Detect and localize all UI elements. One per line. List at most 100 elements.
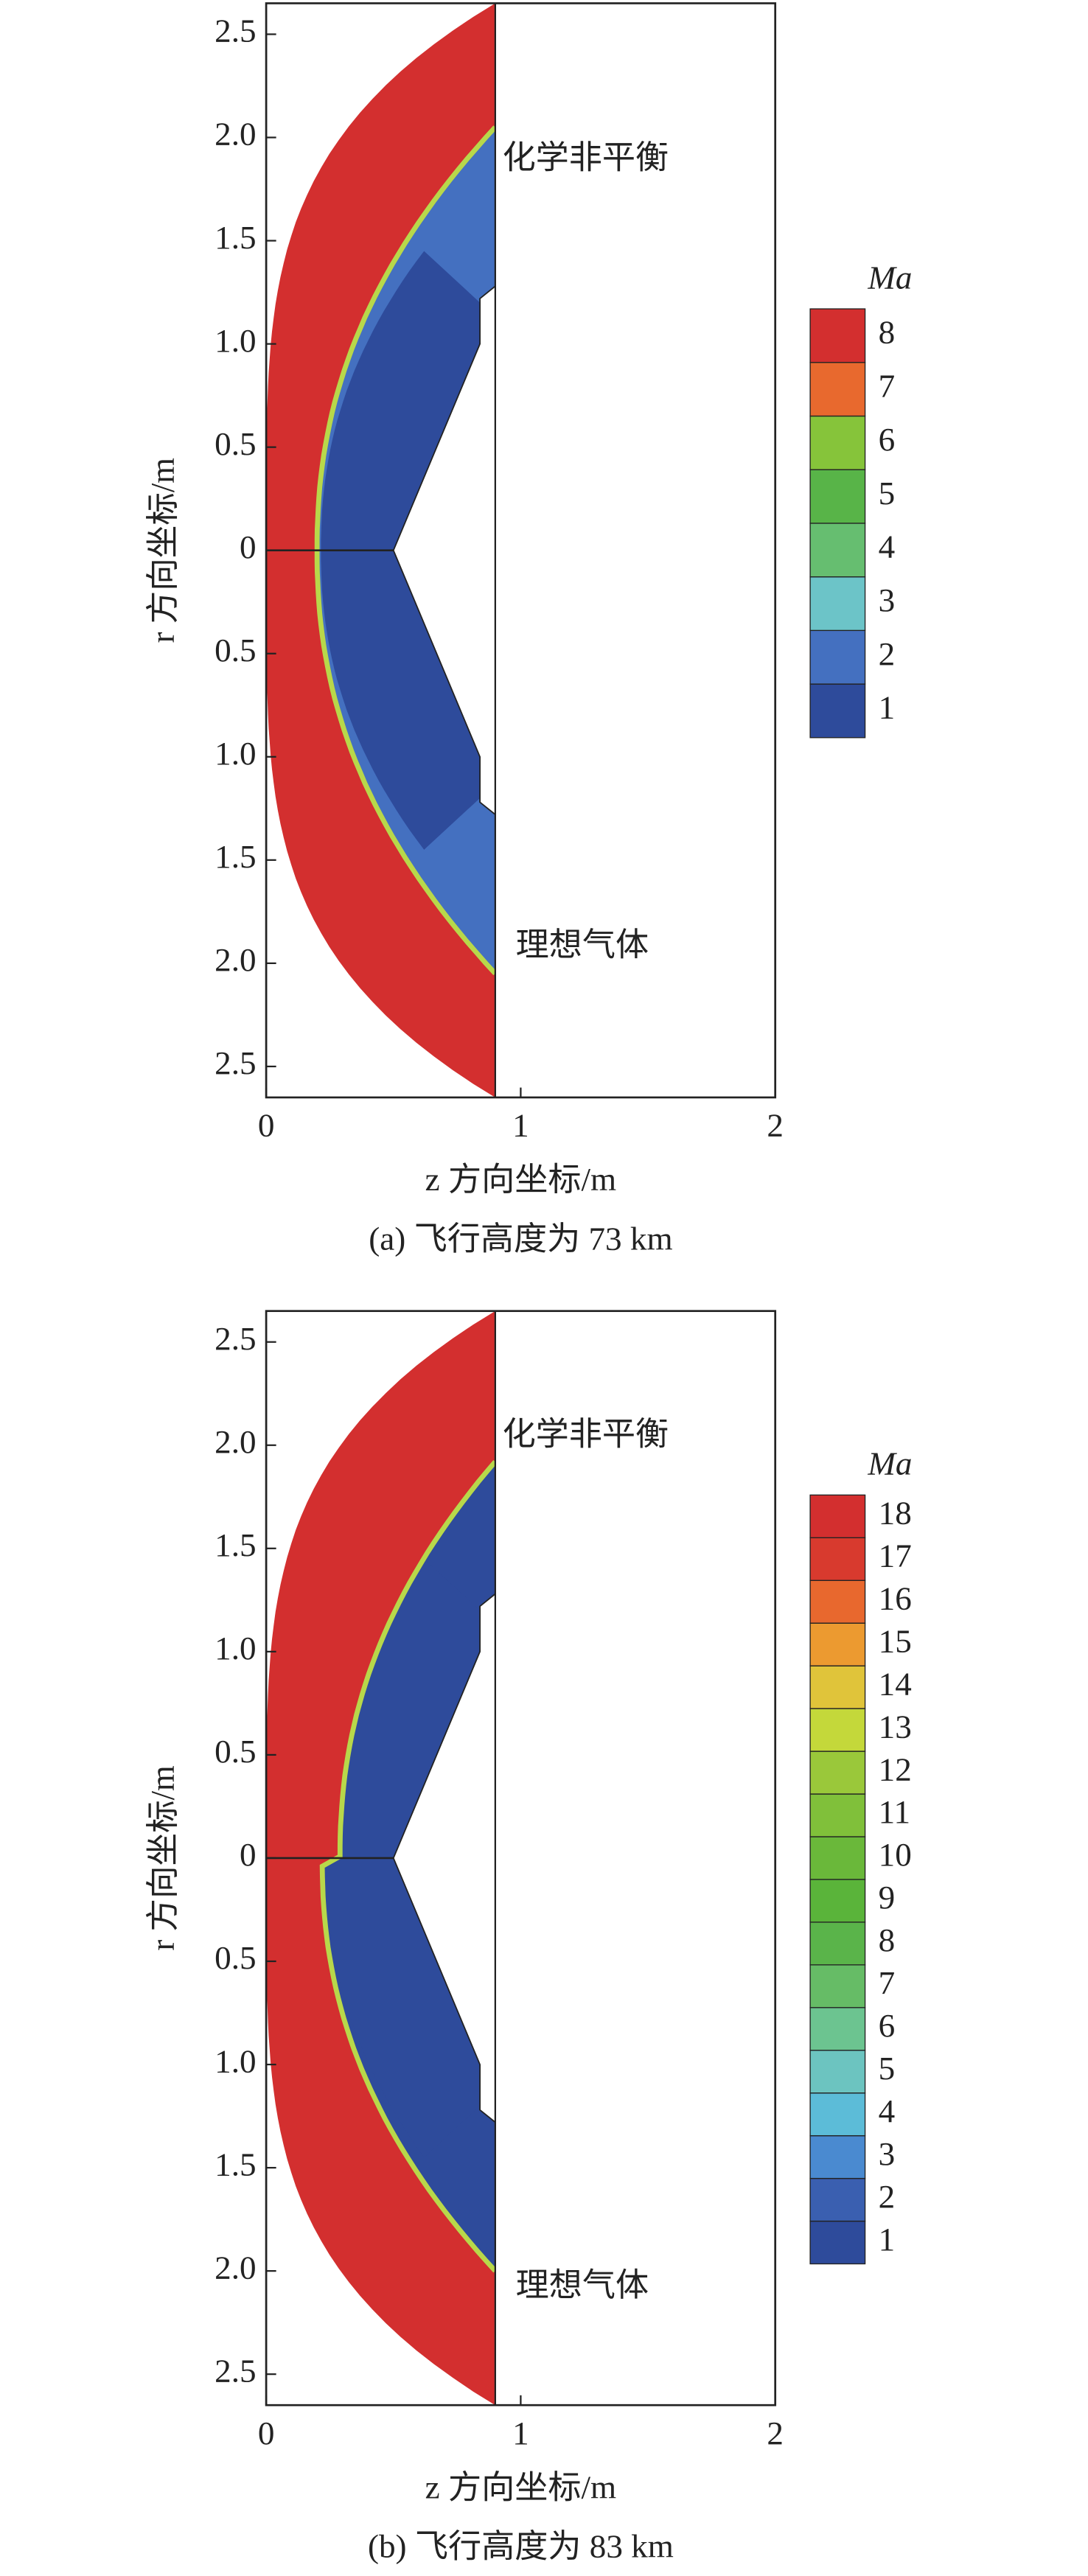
x-tick-label: 0: [258, 2415, 275, 2451]
colorbar-label: 9: [879, 1879, 896, 1916]
colorbar-swatch: [809, 1879, 866, 1923]
y-tick-label: 1.5: [215, 219, 256, 256]
colorbar-swatch: [809, 576, 866, 632]
y-tick-label: 1.5: [215, 1526, 256, 1563]
colorbar-label: 4: [879, 528, 896, 565]
body-right: [495, 3, 775, 1097]
y-tick-label: 1.5: [215, 2146, 256, 2183]
x-axis-label: z 方向坐标/m: [425, 1161, 617, 1198]
colorbar-label: 16: [879, 1580, 912, 1617]
colorbar-label: 11: [879, 1793, 910, 1830]
x-tick-label: 1: [512, 1107, 529, 1144]
y-tick-label: 0.5: [215, 632, 256, 669]
y-tick-label: 2.0: [215, 116, 256, 153]
y-axis-label: r 方向坐标/m: [144, 1765, 181, 1950]
y-axis-label: r 方向坐标/m: [144, 458, 181, 643]
colorbar-swatch: [809, 469, 866, 524]
panel-title: (a) 飞行高度为 73 km: [369, 1221, 672, 1257]
colorbar-label: 13: [879, 1708, 912, 1745]
colorbar-label: 6: [879, 421, 896, 458]
colorbar-label: 5: [879, 475, 896, 512]
annotation: 化学非平衡: [503, 139, 669, 176]
x-tick-label: 2: [767, 1107, 784, 1144]
colorbar-swatch: [809, 523, 866, 578]
field: [266, 3, 775, 1097]
colorbar-label: 15: [879, 1623, 912, 1660]
colorbar-swatch: [809, 2135, 866, 2179]
colorbar-swatch: [809, 2050, 866, 2094]
colorbar-label: 10: [879, 1836, 912, 1873]
colorbar-swatch: [809, 1751, 866, 1795]
colorbar-label: 12: [879, 1751, 912, 1788]
y-tick-label: 2.5: [215, 13, 256, 49]
colorbar-title: Ma: [867, 1445, 912, 1482]
colorbar-swatch: [809, 308, 866, 363]
colorbar-swatch: [809, 1964, 866, 2008]
annotation: 理想气体: [516, 2266, 649, 2303]
colorbar-swatch: [809, 2092, 866, 2137]
body-right: [495, 1310, 775, 2406]
colorbar-label: 18: [879, 1495, 912, 1532]
y-tick-label: 0.5: [215, 1939, 256, 1976]
colorbar-label: 1: [879, 2221, 896, 2258]
colorbar-swatch: [809, 362, 866, 417]
x-tick-label: 0: [258, 1107, 275, 1144]
panel: 0 1 2 2.5 2.0 1.5 1.0 0.5 0 0.5 1.0 1.5 2.0 2.5 z 方向坐标…: [144, 2, 913, 1257]
panel-title: (b) 飞行高度为 83 km: [368, 2528, 674, 2565]
colorbar-swatch: [809, 1836, 866, 1880]
y-tick-label: 0: [240, 1836, 257, 1873]
colorbar-swatch: [809, 2177, 866, 2222]
colorbar-swatch: [809, 1580, 866, 1624]
y-tick-label: 0: [240, 528, 257, 565]
colorbar-swatch: [809, 1537, 866, 1581]
colorbar-label: 3: [879, 582, 896, 618]
colorbar-label: 6: [879, 2007, 896, 2044]
colorbar-label: 5: [879, 2050, 896, 2087]
y-tick-label: 2.5: [215, 1044, 256, 1081]
x-axis-label: z 方向坐标/m: [425, 2469, 617, 2506]
colorbar-swatch: [809, 2007, 866, 2051]
y-tick-label: 2.0: [215, 941, 256, 978]
colorbar-swatch: [809, 1665, 866, 1709]
colorbar-label: 17: [879, 1537, 912, 1574]
colorbar-swatch: [809, 629, 866, 685]
shock-line: [319, 1459, 498, 2273]
y-tick-label: 0.5: [215, 425, 256, 462]
annotation: 化学非平衡: [503, 1416, 669, 1453]
x-tick-label: 2: [767, 2415, 784, 2451]
colorbar-title: Ma: [867, 259, 912, 296]
y-tick-label: 2.5: [215, 1320, 256, 1357]
colorbar-label: 1: [879, 689, 896, 726]
y-tick-label: 1.0: [215, 735, 256, 772]
colorbar-label: 2: [879, 2178, 896, 2215]
y-tick-label: 2.5: [215, 2353, 256, 2390]
colorbar-label: 8: [879, 1921, 896, 1958]
colorbar-label: 7: [879, 368, 896, 405]
colorbar-label: 4: [879, 2092, 896, 2129]
colorbar-swatch: [809, 1622, 866, 1666]
colorbar-swatch: [809, 415, 866, 470]
colorbar-swatch: [809, 1793, 866, 1837]
x-tick-label: 1: [512, 2415, 529, 2451]
colorbar-swatch: [809, 1921, 866, 1966]
field: [266, 1310, 775, 2406]
y-tick-label: 2.0: [215, 1423, 256, 1460]
colorbar-label: 14: [879, 1666, 912, 1703]
y-tick-label: 2.0: [215, 2249, 256, 2286]
colorbar-swatch: [809, 683, 866, 739]
colorbar-label: 3: [879, 2135, 896, 2172]
annotation: 理想气体: [516, 926, 649, 963]
y-tick-label: 1.5: [215, 838, 256, 875]
y-tick-label: 1.0: [215, 2043, 256, 2080]
colorbar-label: 2: [879, 635, 896, 672]
colorbar-swatch: [809, 2220, 866, 2265]
colorbar-swatch: [809, 1708, 866, 1752]
y-tick-label: 1.0: [215, 322, 256, 359]
y-tick-label: 1.0: [215, 1630, 256, 1666]
colorbar-label: 8: [879, 314, 896, 351]
y-tick-label: 0.5: [215, 1733, 256, 1770]
panel: 0 1 22.52.01.51.00.500.51.01.52.02.5z 方向坐标…: [144, 1310, 913, 2565]
colorbar-swatch: [809, 1494, 866, 1538]
